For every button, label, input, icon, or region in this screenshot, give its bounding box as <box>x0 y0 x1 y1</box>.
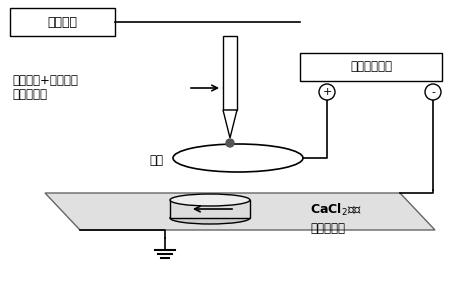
Text: +: + <box>322 87 332 97</box>
Circle shape <box>425 84 441 100</box>
Ellipse shape <box>170 194 250 206</box>
Text: 铁环: 铁环 <box>149 154 163 168</box>
Polygon shape <box>45 193 435 230</box>
Text: （原料液）: （原料液） <box>12 89 47 102</box>
Text: 注射器泵: 注射器泵 <box>47 15 78 29</box>
Polygon shape <box>223 110 237 138</box>
Text: CaCl$_2$溶液: CaCl$_2$溶液 <box>310 202 362 218</box>
Text: （凝胶浴）: （凝胶浴） <box>310 222 345 235</box>
Ellipse shape <box>170 212 250 224</box>
Text: 海藻酸钠+生长因子: 海藻酸钠+生长因子 <box>12 73 78 86</box>
Circle shape <box>319 84 335 100</box>
Bar <box>10 8 115 36</box>
Bar <box>300 53 442 81</box>
Circle shape <box>226 139 234 147</box>
Text: 高压直流电源: 高压直流电源 <box>350 61 392 73</box>
Bar <box>223 36 237 110</box>
Text: -: - <box>431 87 435 97</box>
Bar <box>170 200 250 218</box>
Ellipse shape <box>173 144 303 172</box>
